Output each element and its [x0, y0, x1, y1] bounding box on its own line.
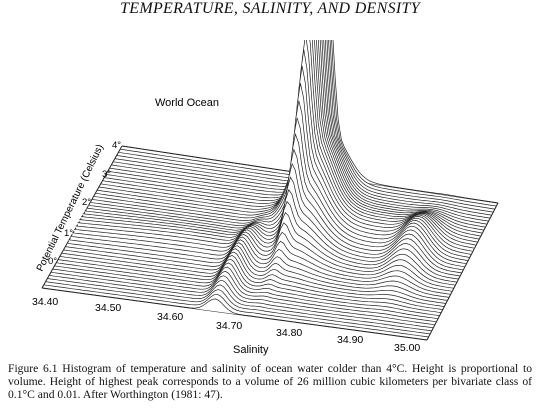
ridge-line	[93, 65, 473, 252]
ridge-line	[82, 162, 464, 271]
ridge-line	[59, 254, 443, 310]
x-axis-label: Salinity	[233, 344, 269, 356]
ridge-line	[63, 248, 446, 304]
ridge-line	[66, 242, 450, 298]
ridge-line	[73, 222, 456, 286]
ridge-line	[52, 268, 437, 323]
y-tick-label: 1°	[64, 228, 73, 239]
ridge-fill	[63, 248, 446, 304]
x-axis-ticks: 34.40 34.50 34.60 34.70 34.80 34.90 35.0…	[32, 296, 420, 354]
ridge-line	[77, 200, 459, 280]
ridge-line	[49, 275, 434, 329]
figure-caption: Figure 6.1 Histogram of temperature and …	[8, 362, 532, 402]
ridge-fill	[58, 259, 442, 313]
histogram-ridges	[41, 40, 499, 341]
caption-text: Figure 6.1 Histogram of temperature and …	[8, 362, 532, 402]
ridge-line	[91, 83, 472, 255]
y-axis-ticks: 4° 3° 2° 1° 0°	[48, 140, 121, 267]
ridge-line	[75, 211, 458, 283]
ridge-line	[56, 262, 440, 316]
ridge-line	[89, 100, 470, 258]
ridge-line	[81, 176, 462, 274]
x-tick-label: 34.40	[32, 296, 58, 308]
ts-histogram-figure: World Ocean Potential Temperature (Celsi…	[32, 40, 499, 356]
ridge-line	[57, 258, 442, 313]
ridge-line	[65, 245, 448, 301]
running-title: TEMPERATURE, SALINITY, AND DENSITY	[120, 0, 420, 17]
ridge-line	[72, 231, 454, 289]
ridge-fill	[43, 284, 429, 337]
ridge-line	[79, 189, 461, 277]
ridge-line	[47, 278, 432, 332]
ridge-fill	[61, 252, 445, 307]
y-tick-label: 3°	[102, 169, 111, 180]
ridge-line	[68, 239, 451, 295]
ridge-fill	[65, 245, 448, 301]
y-axis-label: Potential Temperature (Celsius)	[35, 143, 106, 274]
x-tick-label: 34.50	[95, 302, 121, 314]
ridge-line	[54, 265, 439, 320]
ridge-line	[84, 148, 465, 268]
x-tick-label: 34.80	[276, 327, 302, 339]
ridge-fill	[74, 222, 456, 286]
ridge-line	[70, 235, 453, 292]
ridge-line	[50, 271, 435, 326]
y-tick-label: 2°	[82, 197, 91, 208]
y-tick-label: 4°	[112, 140, 121, 151]
panel-label: World Ocean	[155, 97, 219, 109]
ridge-line	[41, 287, 428, 341]
ridge-line	[45, 281, 431, 335]
ridge-line	[61, 251, 445, 307]
ridge-line	[43, 284, 429, 338]
ridge-fill	[59, 255, 443, 310]
x-tick-label: 34.60	[157, 311, 183, 323]
y-tick-label: 0°	[48, 256, 57, 267]
ridge-line	[86, 132, 467, 265]
x-tick-label: 34.70	[216, 320, 242, 332]
x-tick-label: 35.00	[394, 342, 420, 354]
ridge-line	[95, 49, 475, 249]
ridge-line	[88, 117, 469, 261]
x-tick-label: 34.90	[337, 334, 363, 346]
